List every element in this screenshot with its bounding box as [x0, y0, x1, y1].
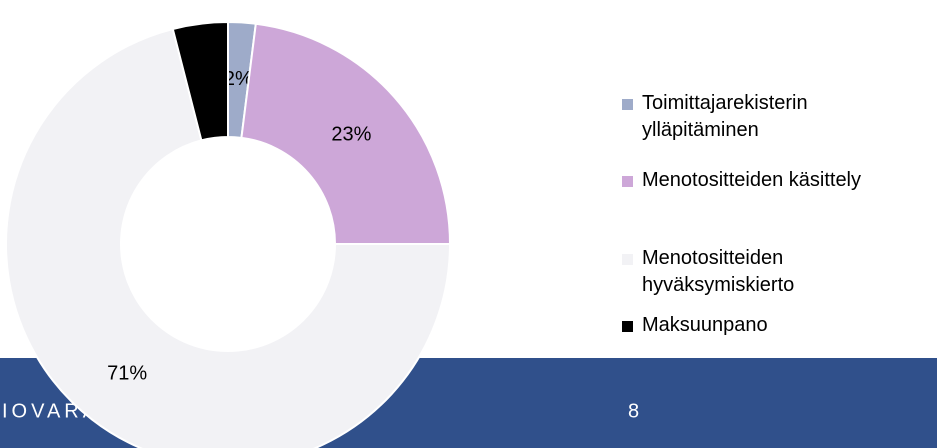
donut-slice	[171, 20, 229, 142]
legend-swatch	[622, 176, 633, 187]
legend-label: Menotositteiden hyväksymiskierto	[642, 247, 795, 296]
legend-label: Menotositteiden käsittely	[642, 169, 862, 191]
legend-label: Toimittajarekisterin ylläpitäminen	[642, 92, 808, 141]
legend-swatch	[622, 254, 633, 265]
donut-slice	[240, 22, 452, 245]
footer-text: IOVARA	[2, 400, 100, 422]
data-label: 23%	[331, 123, 371, 145]
legend-swatch	[622, 99, 633, 110]
legend-label: Maksuunpano	[642, 314, 768, 336]
legend-item: Maksuunpano	[622, 312, 922, 339]
legend-item: Menotositteiden käsittely	[622, 167, 922, 194]
legend-item: Toimittajarekisterin ylläpitäminen	[622, 90, 922, 144]
legend-item: Menotositteiden hyväksymiskierto	[622, 245, 922, 299]
donut-slice	[5, 27, 452, 448]
data-label: 71%	[107, 362, 147, 384]
page-number: 8	[628, 400, 639, 422]
legend-swatch	[622, 321, 633, 332]
data-label: 2%	[224, 68, 253, 90]
